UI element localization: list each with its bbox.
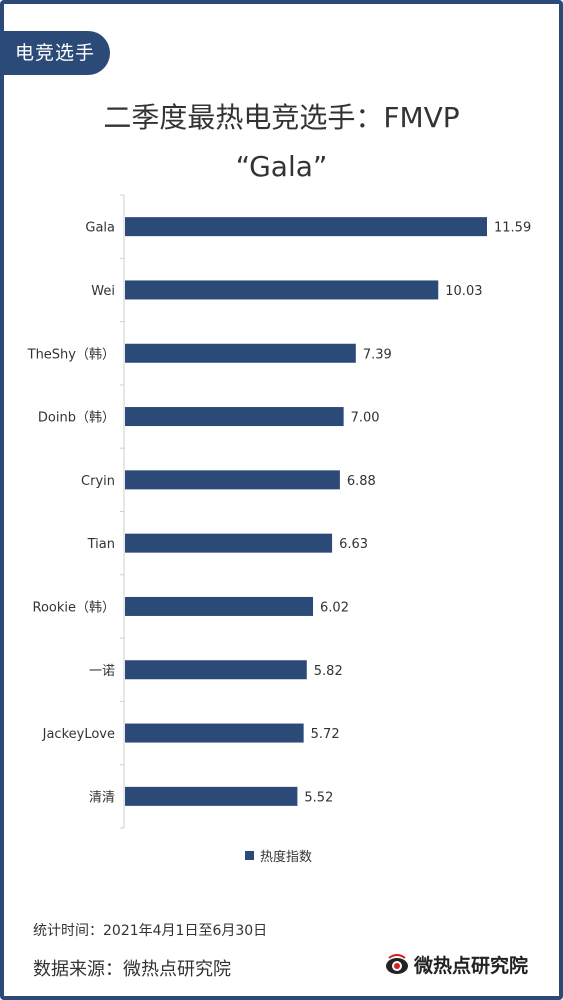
bar xyxy=(125,343,356,363)
category-label: Tian xyxy=(87,537,115,552)
logo-text: 微热点研究院 xyxy=(414,955,529,977)
bar xyxy=(125,407,344,427)
value-label: 6.88 xyxy=(347,474,376,489)
category-label: 清清 xyxy=(89,790,115,805)
category-label: Wei xyxy=(91,284,115,299)
value-label: 7.00 xyxy=(351,411,380,426)
bar xyxy=(125,660,307,680)
value-label: 5.52 xyxy=(304,790,333,805)
bar xyxy=(125,280,439,300)
legend-swatch xyxy=(245,851,254,860)
bar xyxy=(125,723,304,743)
value-label: 11.59 xyxy=(494,221,531,236)
category-label: Doinb（韩） xyxy=(38,411,115,426)
eye-logo-icon xyxy=(386,953,408,974)
category-label: 一诺 xyxy=(89,664,115,679)
category-label: JackeyLove xyxy=(42,727,115,742)
value-label: 5.82 xyxy=(314,664,343,679)
category-label: TheShy（韩） xyxy=(27,347,115,362)
data-source: 数据来源：微热点研究院 xyxy=(33,959,231,980)
chart-title: 二季度最热电竞选手：FMVP xyxy=(103,101,460,134)
category-label: Cryin xyxy=(81,474,115,489)
chart-legend: 热度指数 xyxy=(245,846,312,865)
value-label: 6.63 xyxy=(339,537,368,552)
bar xyxy=(125,786,298,806)
category-label: Rookie（韩） xyxy=(33,600,116,615)
value-label: 7.39 xyxy=(363,347,392,362)
bar xyxy=(125,470,340,490)
legend-label: 热度指数 xyxy=(260,850,313,865)
value-label: 6.02 xyxy=(320,600,349,615)
value-label: 5.72 xyxy=(311,727,340,742)
category-tag: 电竞选手 xyxy=(0,31,110,75)
bar xyxy=(125,217,487,237)
chart-subtitle: “Gala” xyxy=(235,150,328,183)
value-label: 10.03 xyxy=(445,284,482,299)
brand-logo: 微热点研究院 xyxy=(384,951,528,978)
stat-period: 统计时间：2021年4月1日至6月30日 xyxy=(33,923,268,939)
bar xyxy=(125,596,314,616)
bar xyxy=(125,533,333,553)
category-label: Gala xyxy=(85,221,115,236)
